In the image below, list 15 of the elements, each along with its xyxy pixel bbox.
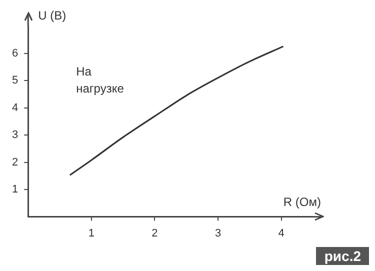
text: рис.2 [316, 247, 369, 265]
x-tick-label: 1 [88, 227, 94, 240]
y-tick-label: 4 [12, 102, 18, 114]
y-tick-label: 2 [12, 156, 18, 168]
x-tick-label: 4 [278, 227, 284, 240]
x-tick-label: 3 [214, 227, 222, 240]
y-tick-label: 5 [12, 74, 18, 87]
line-series [69, 46, 284, 176]
annotation: На нагрузке [76, 64, 124, 96]
x-tick-label: 2 [152, 227, 158, 240]
y-axis-title: U (B) [38, 8, 66, 22]
y-tick-label: 6 [12, 47, 18, 60]
y-tick-label: 1 [12, 184, 18, 196]
y-tick-label: 3 [12, 129, 18, 142]
x-axis-title: R (Ом) [283, 195, 321, 210]
